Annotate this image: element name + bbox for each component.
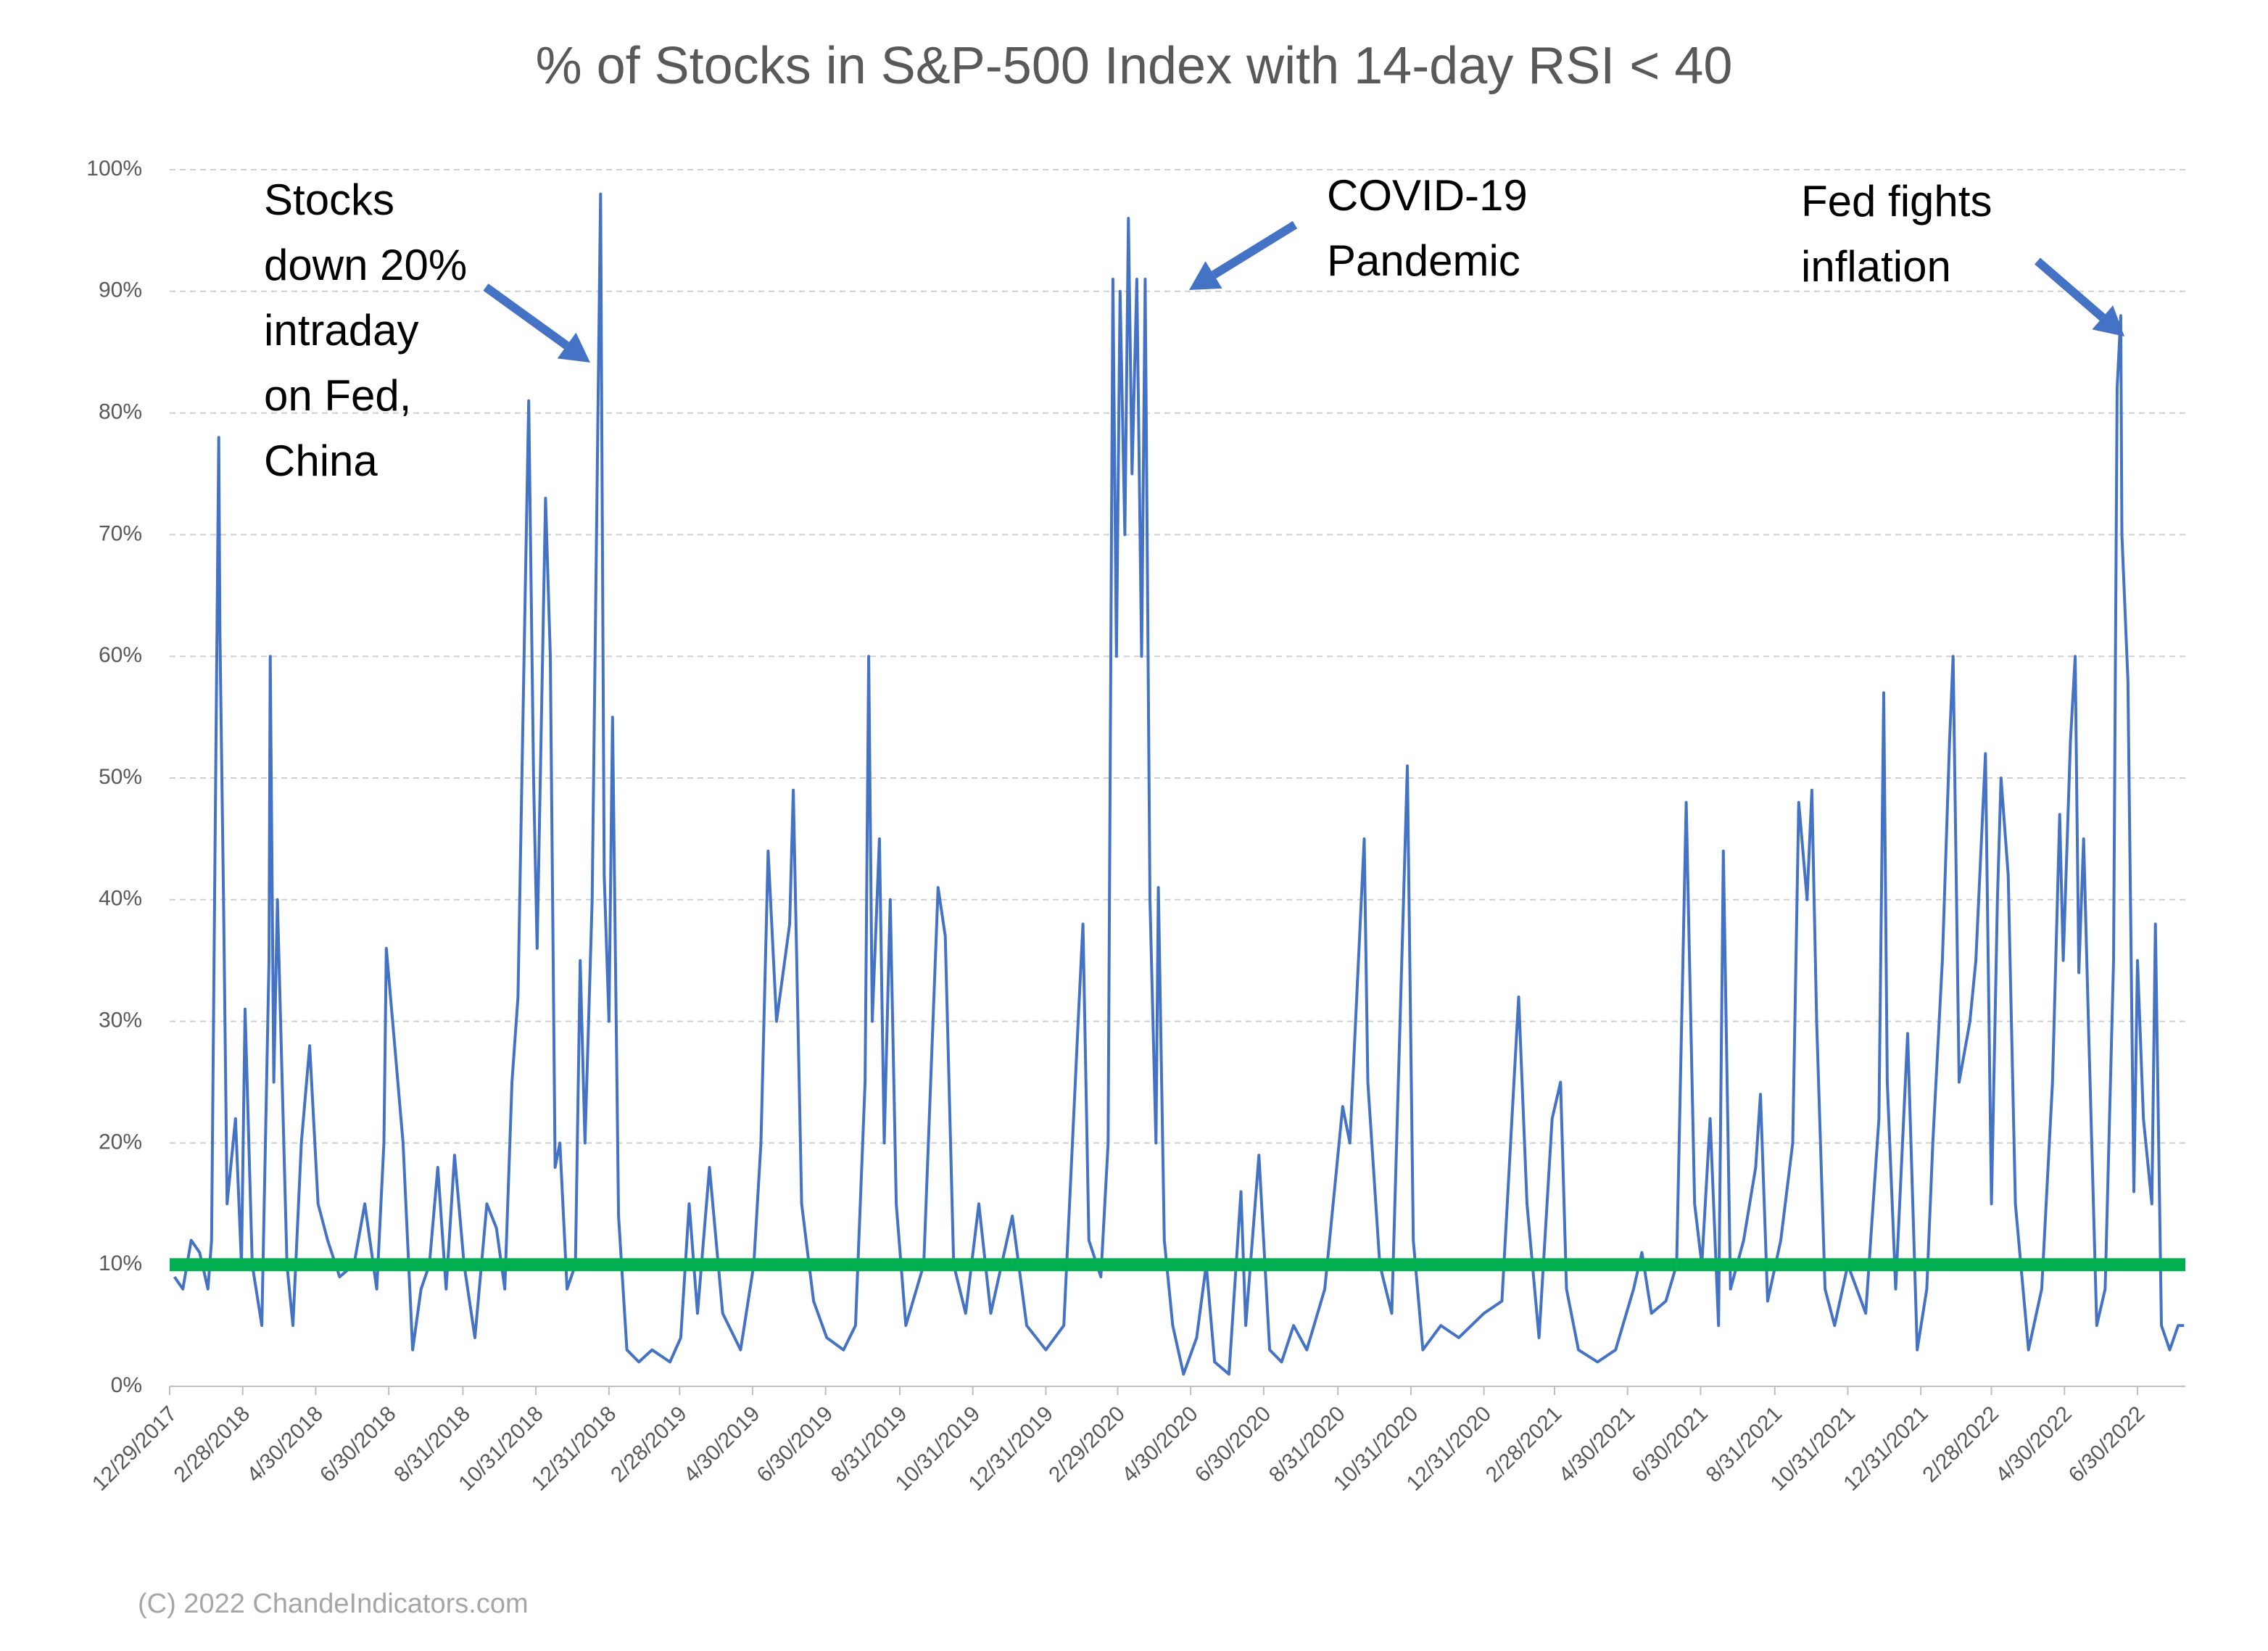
series-line [173,192,2185,1376]
x-tick-label: 2/29/2020 [1044,1402,1130,1487]
y-tick-label: 60% [99,643,142,667]
y-tick-label: 70% [99,521,142,545]
x-tick-label: 6/30/2018 [315,1402,401,1487]
chart-title: % of Stocks in S&P-500 Index with 14-day… [536,37,1733,95]
y-tick-label: 30% [99,1009,142,1033]
y-tick-label: 80% [99,400,142,424]
x-tick-label: 2/28/2021 [1481,1402,1567,1487]
annotation-arrow [1211,220,1298,279]
y-tick-label: 100% [86,157,142,181]
arrow-head [557,332,590,363]
x-tick-label: 4/30/2019 [679,1402,765,1487]
y-tick-label: 90% [99,278,142,302]
x-tick-label: 4/30/2020 [1117,1402,1203,1487]
annotation: COVID-19 [1327,171,1528,220]
y-tick-label: 50% [99,765,142,789]
annotation: Fed fights [1801,177,1992,225]
x-tick-label: 4/30/2022 [1991,1402,2077,1487]
annotation: China [264,436,378,485]
x-tick-label: 2/28/2019 [606,1402,692,1487]
x-tick-label: 6/30/2020 [1191,1402,1276,1487]
annotation: down 20% [264,241,467,289]
annotation: Stocks [264,175,394,224]
x-tick-label: 6/30/2021 [1627,1402,1713,1487]
annotation: intraday [264,306,418,355]
annotation-arrow [483,284,570,349]
x-tick-label: 12/29/2017 [88,1402,182,1496]
x-tick-label: 2/28/2018 [170,1402,255,1487]
x-tick-label: 4/30/2018 [242,1402,328,1487]
annotation: on Fed, [264,371,411,420]
annotation-arrow [2035,257,2106,321]
y-tick-label: 0% [111,1373,142,1397]
arrow-head [1189,261,1222,290]
x-tick-label: 2/28/2022 [1918,1402,2003,1487]
x-tick-label: 4/30/2021 [1555,1402,1640,1487]
y-tick-label: 10% [99,1251,142,1275]
annotation: Pandemic [1327,236,1520,285]
arrow-head [2092,305,2124,336]
x-tick-label: 6/30/2019 [752,1402,837,1487]
credit: (C) 2022 ChandeIndicators.com [138,1589,529,1619]
y-tick-label: 40% [99,887,142,911]
annotation: inflation [1801,242,1951,291]
y-tick-label: 20% [99,1130,142,1154]
x-tick-label: 6/30/2022 [2064,1402,2150,1487]
